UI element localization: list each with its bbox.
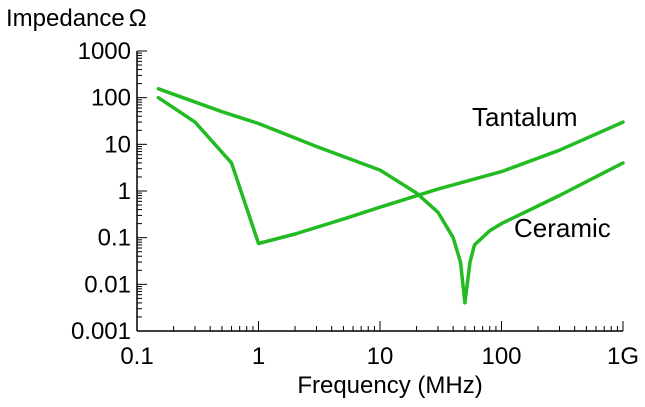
series-line-tantalum xyxy=(156,95,625,246)
x-axis-title: Frequency (MHz) xyxy=(297,372,482,399)
y-tick-label: 0.01 xyxy=(84,271,131,298)
y-tick-label: 10 xyxy=(104,131,131,158)
y-tick-label: 1000 xyxy=(78,38,131,65)
y-axis-title: Impedance Ω xyxy=(6,5,147,32)
x-tick-label: 100 xyxy=(481,343,521,370)
chart-series xyxy=(156,87,625,305)
x-tick-label: 1 xyxy=(252,343,265,370)
y-tick-label: 1 xyxy=(118,178,131,205)
x-tick-label: 0.1 xyxy=(120,343,153,370)
chart-axes: 0.001 0.01 0.1 1 10 100 1000 0.1 1 10 100 1G xyxy=(71,38,639,370)
x-tick-label: 10 xyxy=(367,343,394,370)
chart-labels: Impedance Ω Frequency (MHz) Tantalum Cera… xyxy=(6,5,611,399)
x-tick-label: 1G xyxy=(607,343,639,370)
y-tick-label: 0.1 xyxy=(98,225,131,252)
y-tick-label: 100 xyxy=(91,85,131,112)
series-line-ceramic xyxy=(156,87,625,305)
y-tick-label: 0.001 xyxy=(71,318,131,345)
series-label-ceramic: Ceramic xyxy=(514,213,611,243)
series-label-tantalum: Tantalum xyxy=(472,102,578,132)
